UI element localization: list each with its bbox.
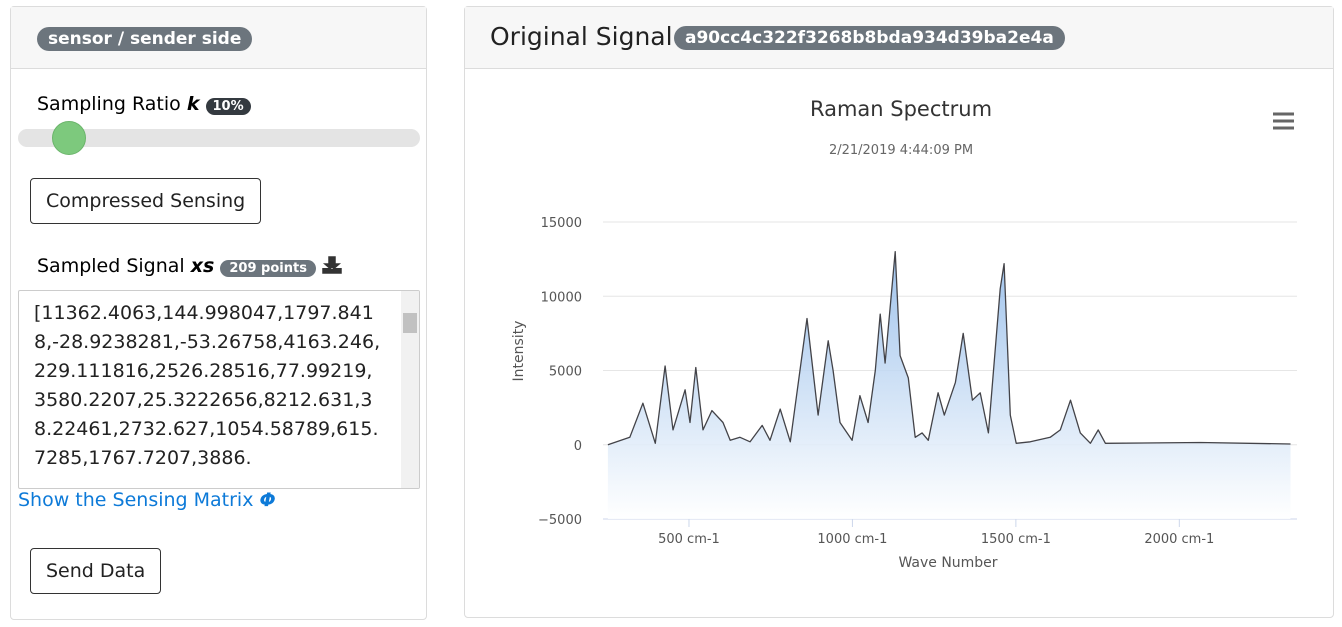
x-axis-title: Wave Number — [898, 555, 997, 571]
y-tick-label: 5000 — [549, 365, 582, 380]
chart-title: Raman Spectrum — [810, 97, 992, 121]
compress-button[interactable]: Compressed Sensing — [30, 178, 262, 224]
matrix-link[interactable]: Show the Sensing Matrix Φ — [18, 489, 276, 511]
chart-subtitle: 2/21/2019 4:44:09 PM — [829, 143, 973, 158]
scrollbar[interactable] — [401, 291, 419, 488]
sampling-label: Sampling Ratio k 10% — [37, 93, 251, 115]
panel-title: Original Signal — [490, 22, 673, 51]
y-tick-label: 15000 — [541, 216, 582, 231]
send-button[interactable]: Send Data — [30, 548, 162, 594]
hash-badge: a90cc4c322f3268b8bda934d39ba2e4a — [674, 26, 1065, 50]
x-tick-label: 1500 cm-1 — [981, 532, 1051, 547]
y-tick-label: 10000 — [541, 290, 582, 305]
area-fill — [607, 251, 1291, 519]
x-tick-label: 500 cm-1 — [658, 532, 720, 547]
download-icon[interactable] — [322, 256, 342, 274]
header-badge: sensor / sender side — [37, 27, 253, 51]
y-tick-label: 0 — [574, 439, 582, 454]
slider-thumb[interactable] — [52, 121, 86, 155]
panel-header: Original Signal a90cc4c322f3268b8bda934d… — [465, 7, 1333, 69]
x-tick-label: 1000 cm-1 — [817, 532, 887, 547]
slider[interactable] — [18, 129, 420, 147]
x-tick-label: 2000 cm-1 — [1144, 532, 1214, 547]
y-axis-title: Intensity — [511, 321, 527, 382]
line — [607, 251, 1291, 446]
menu-icon[interactable] — [1273, 112, 1294, 130]
panel-header: sensor / sender side — [11, 7, 426, 69]
signal-textarea[interactable]: [11362.4063,144.998047,1797.8418,-28.923… — [18, 290, 420, 489]
link-text[interactable]: Show the Sensing Matrix — [18, 489, 254, 511]
symbol: xs — [190, 255, 215, 277]
label-text: Sampled Signal — [37, 255, 185, 277]
signal-text: [11362.4063,144.998047,1797.8418,-28.923… — [34, 302, 381, 469]
label-text: Sampling Ratio — [37, 93, 181, 115]
y-tick-label: −5000 — [538, 513, 582, 528]
symbol: k — [186, 93, 200, 115]
points-badge: 209 points — [220, 260, 316, 277]
ratio-badge: 10% — [205, 98, 251, 115]
sender-panel: sensor / sender side Sampling Ratio k 10… — [10, 6, 427, 620]
sampled-label: Sampled Signal xs 209 points — [37, 255, 342, 277]
symbol: Φ — [259, 489, 276, 511]
